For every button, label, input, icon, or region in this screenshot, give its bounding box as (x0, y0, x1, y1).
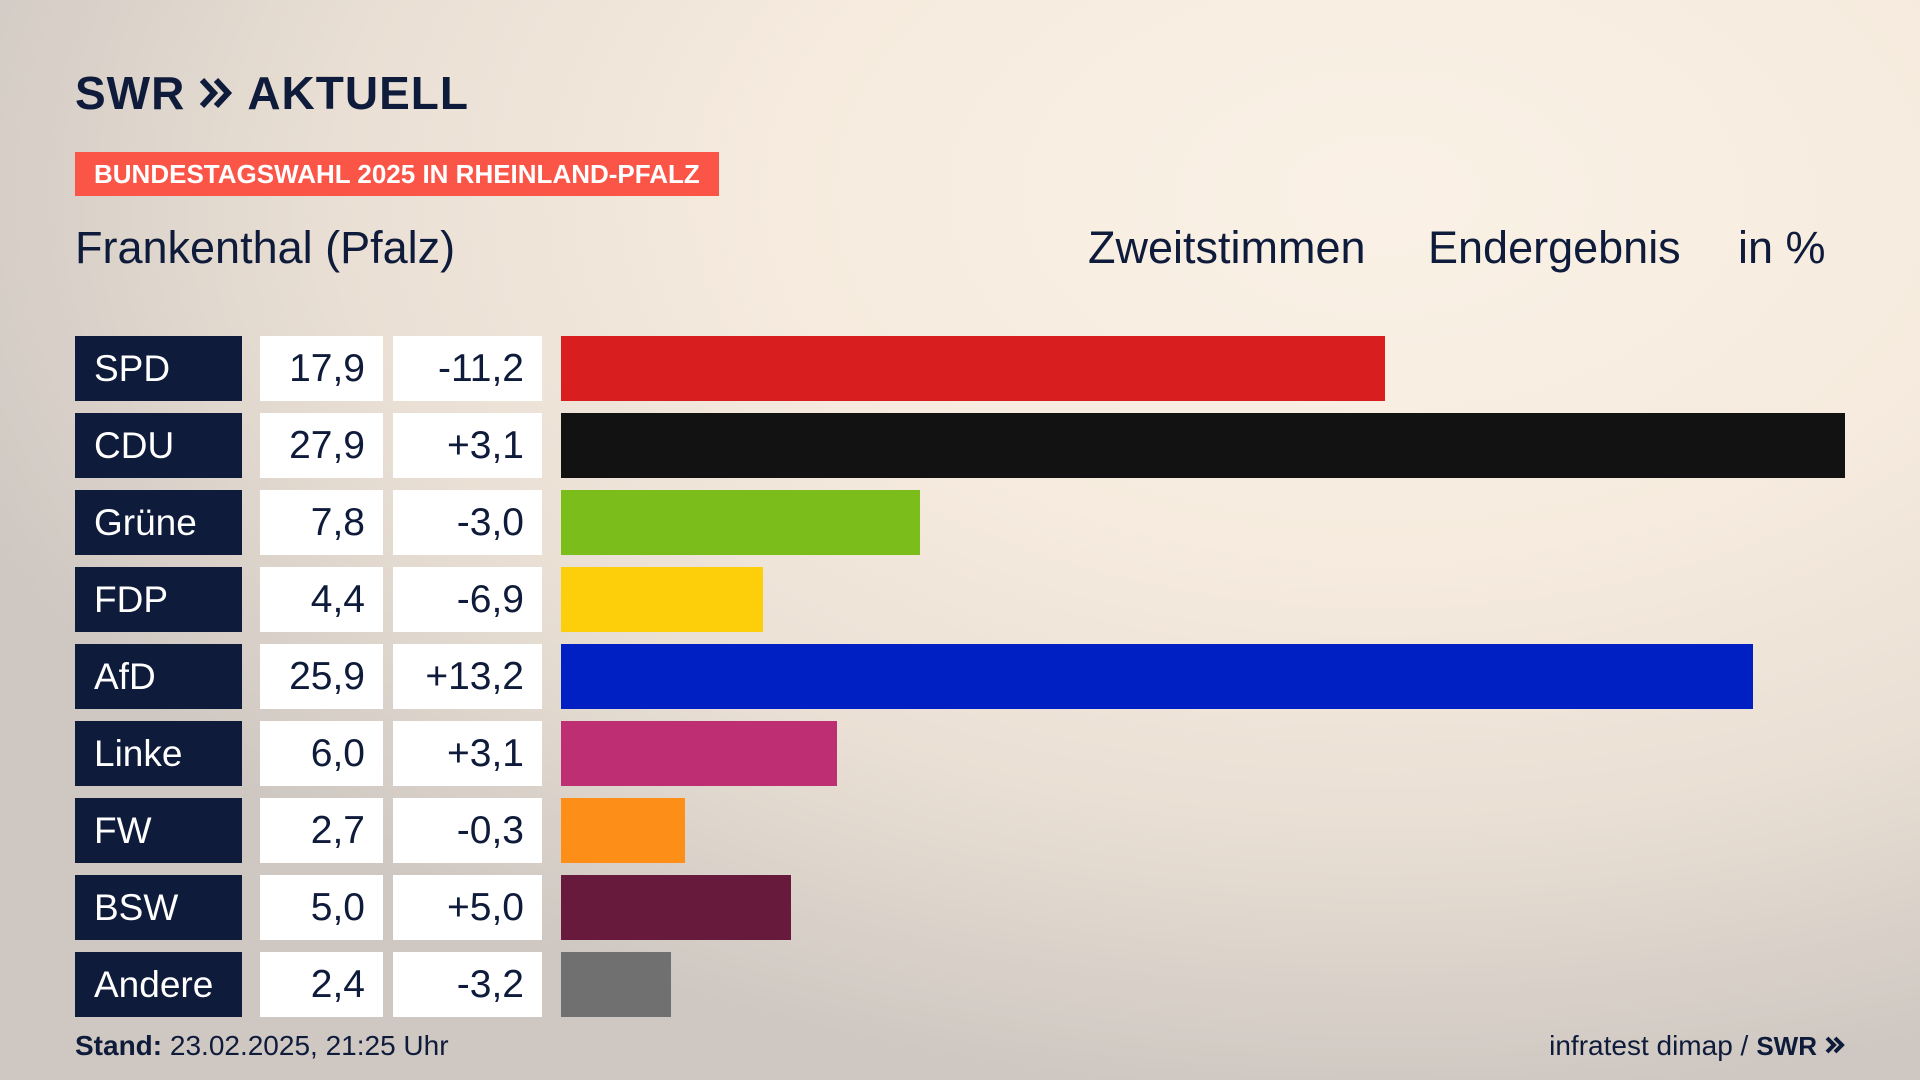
party-change: +3,1 (393, 721, 542, 786)
double-chevron-icon (199, 76, 233, 110)
region-title: Frankenthal (Pfalz) (75, 222, 456, 273)
party-row: Grüne 7,8 -3,0 (0, 490, 1920, 555)
stand-value: 23.02.2025, 21:25 Uhr (169, 1030, 449, 1061)
party-change: -0,3 (393, 798, 542, 863)
party-percent: 2,7 (260, 798, 383, 863)
party-change: -11,2 (393, 336, 542, 401)
party-name: Grüne (75, 490, 242, 555)
party-change: -6,9 (393, 567, 542, 632)
party-row: SPD 17,9 -11,2 (0, 336, 1920, 401)
election-banner: BUNDESTAGSWAHL 2025 IN RHEINLAND-PFALZ (75, 152, 719, 196)
party-row: Linke 6,0 +3,1 (0, 721, 1920, 786)
party-change: -3,0 (393, 490, 542, 555)
party-row: FW 2,7 -0,3 (0, 798, 1920, 863)
party-change: +3,1 (393, 413, 542, 478)
party-bar (561, 567, 763, 632)
party-bar (561, 644, 1753, 709)
result-type-label: Endergebnis (1428, 222, 1681, 273)
party-row: FDP 4,4 -6,9 (0, 567, 1920, 632)
party-name: Andere (75, 952, 242, 1017)
party-bar (561, 413, 1845, 478)
party-bar (561, 952, 671, 1017)
party-change: -3,2 (393, 952, 542, 1017)
party-change: +5,0 (393, 875, 542, 940)
stand-label: Stand: (75, 1030, 163, 1061)
party-name: Linke (75, 721, 242, 786)
party-percent: 17,9 (260, 336, 383, 401)
party-percent: 5,0 (260, 875, 383, 940)
party-percent: 4,4 (260, 567, 383, 632)
party-bar (561, 490, 920, 555)
party-row: AfD 25,9 +13,2 (0, 644, 1920, 709)
party-row: BSW 5,0 +5,0 (0, 875, 1920, 940)
party-name: FDP (75, 567, 242, 632)
source-credit: infratest dimap / SWR (1549, 1030, 1845, 1062)
party-bar (561, 798, 685, 863)
party-row: Andere 2,4 -3,2 (0, 952, 1920, 1017)
logo-swr-text: SWR (75, 67, 186, 119)
party-name: AfD (75, 644, 242, 709)
party-percent: 27,9 (260, 413, 383, 478)
logo-aktuell-text: AKTUELL (247, 67, 469, 119)
party-bar (561, 336, 1385, 401)
swr-aktuell-logo: SWR AKTUELL (75, 67, 469, 119)
party-bar (561, 721, 837, 786)
footer-swr-text: SWR (1756, 1030, 1817, 1061)
party-percent: 25,9 (260, 644, 383, 709)
party-name: FW (75, 798, 242, 863)
unit-label: in % (1738, 222, 1826, 273)
party-percent: 6,0 (260, 721, 383, 786)
timestamp: Stand: 23.02.2025, 21:25 Uhr (75, 1030, 449, 1062)
party-name: CDU (75, 413, 242, 478)
party-name: BSW (75, 875, 242, 940)
party-percent: 7,8 (260, 490, 383, 555)
party-percent: 2,4 (260, 952, 383, 1017)
source-text: infratest dimap / (1549, 1030, 1749, 1061)
party-change: +13,2 (393, 644, 542, 709)
vote-type-label: Zweitstimmen (1088, 222, 1366, 273)
party-name: SPD (75, 336, 242, 401)
party-bar (561, 875, 791, 940)
footer-double-chevron-icon (1825, 1030, 1845, 1062)
party-row: CDU 27,9 +3,1 (0, 413, 1920, 478)
